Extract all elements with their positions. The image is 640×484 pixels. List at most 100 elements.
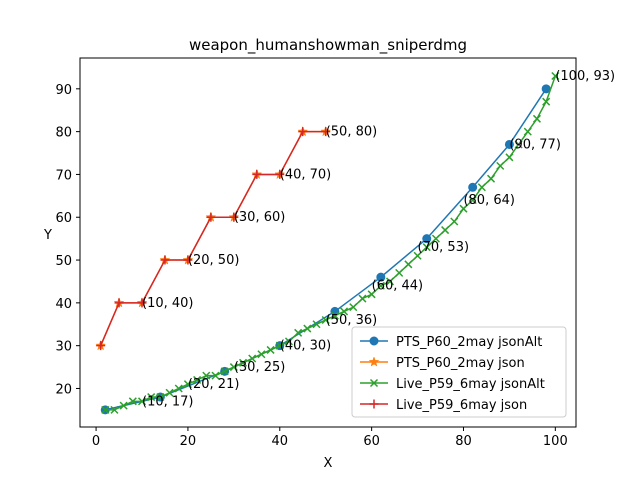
- data-point: [422, 243, 431, 252]
- data-point: [211, 371, 220, 380]
- data-point: [504, 139, 514, 149]
- point-annotation: (80, 64): [463, 193, 514, 208]
- data-point: [358, 294, 367, 303]
- point-annotation: (20, 21): [188, 377, 240, 392]
- point-annotation: (10, 17): [142, 394, 194, 409]
- data-point: [174, 384, 183, 393]
- data-point: [220, 367, 229, 376]
- legend-item: PTS_P60_2may json: [360, 356, 525, 371]
- data-point: [441, 226, 450, 235]
- data-point: [385, 277, 395, 286]
- legend-item: Live_P59_6may json: [360, 398, 527, 413]
- data-point: [160, 255, 170, 265]
- point-annotation: (20, 50): [188, 253, 240, 268]
- data-point: [202, 371, 211, 380]
- legend-item: PTS_P60_2may jsonAlt: [360, 335, 542, 350]
- data-point: [128, 397, 137, 406]
- data-point: [395, 268, 404, 277]
- data-point: [137, 397, 147, 406]
- series-layer: [95, 71, 560, 415]
- axes-layer: 0 20 40 60 80 100 20 30 40 50 60 70 80 90: [55, 83, 567, 449]
- data-point: [551, 71, 560, 81]
- data-point: [349, 303, 358, 312]
- data-point: [206, 212, 216, 222]
- point-annotation: (70, 53): [418, 240, 470, 255]
- data-point: [542, 97, 551, 106]
- series-4: [96, 127, 331, 351]
- legend-marker: [369, 399, 379, 409]
- data-point: [248, 354, 257, 363]
- data-point: [114, 298, 124, 308]
- data-point: [266, 345, 275, 354]
- data-point: [376, 272, 386, 282]
- x-tick-label: 0: [92, 434, 100, 449]
- data-point: [257, 350, 266, 359]
- data-point: [275, 169, 285, 179]
- data-point: [229, 363, 238, 372]
- y-axis-label: Y: [43, 228, 52, 243]
- data-point: [294, 328, 303, 337]
- point-annotation: (10, 40): [142, 296, 194, 311]
- legend-item: Live_P59_6may jsonAlt: [360, 377, 545, 392]
- data-point: [450, 217, 459, 226]
- data-point: [275, 341, 284, 350]
- data-point: [321, 127, 331, 137]
- data-point: [376, 281, 385, 290]
- data-point: [496, 161, 505, 170]
- data-point: [110, 405, 119, 414]
- point-annotation: (50, 80): [326, 125, 378, 140]
- legend: PTS_P60_2may jsonAlt PTS_P60_2may json Liv…: [351, 326, 567, 418]
- data-point: [340, 307, 349, 316]
- data-point: [239, 358, 248, 367]
- data-point: [303, 324, 312, 333]
- y-tick-label: 30: [55, 340, 72, 355]
- point-annotation: (40, 70): [280, 167, 332, 182]
- legend-box: [351, 326, 567, 418]
- data-point: [505, 153, 514, 162]
- data-point: [119, 401, 128, 410]
- data-point: [404, 260, 413, 269]
- data-point: [312, 320, 321, 329]
- data-point: [147, 393, 156, 402]
- data-point: [321, 315, 330, 325]
- legend-label: Live_P59_6may json: [396, 398, 527, 413]
- data-point: [330, 311, 339, 320]
- data-point: [298, 127, 308, 137]
- data-point: [156, 393, 165, 402]
- data-point: [468, 196, 477, 205]
- data-point: [193, 375, 202, 384]
- y-tick-label: 60: [55, 211, 72, 226]
- x-tick-label: 40: [272, 434, 289, 449]
- y-tick-label: 90: [55, 83, 72, 98]
- plot-frame: [79, 57, 577, 428]
- data-point: [96, 341, 106, 351]
- data-point: [183, 255, 193, 265]
- data-point: [183, 380, 192, 389]
- x-tick-label: 100: [543, 434, 568, 449]
- x-tick-label: 60: [363, 434, 380, 449]
- legend-label: PTS_P60_2may json: [396, 356, 525, 371]
- point-annotation: (30, 25): [234, 360, 286, 375]
- data-point: [523, 127, 532, 136]
- series-3: [101, 71, 560, 414]
- data-point: [431, 234, 440, 243]
- point-annotation: (100, 93): [555, 69, 615, 84]
- point-annotation: (50, 36): [326, 313, 378, 328]
- data-point: [487, 174, 496, 183]
- point-annotation: (30, 60): [234, 210, 286, 225]
- point-annotation: (90, 77): [509, 137, 561, 152]
- data-point: [284, 337, 293, 346]
- point-annotation: (40, 30): [280, 339, 332, 354]
- legend-marker: [368, 356, 380, 367]
- data-point: [252, 169, 262, 179]
- data-point: [137, 298, 147, 308]
- y-tick-label: 20: [55, 382, 72, 397]
- data-point: [367, 290, 376, 299]
- data-point: [101, 405, 110, 414]
- point-annotation: (60, 44): [372, 279, 424, 294]
- data-point: [477, 183, 486, 192]
- y-tick-label: 70: [55, 168, 72, 183]
- data-point: [468, 182, 478, 192]
- legend-marker: [369, 336, 379, 346]
